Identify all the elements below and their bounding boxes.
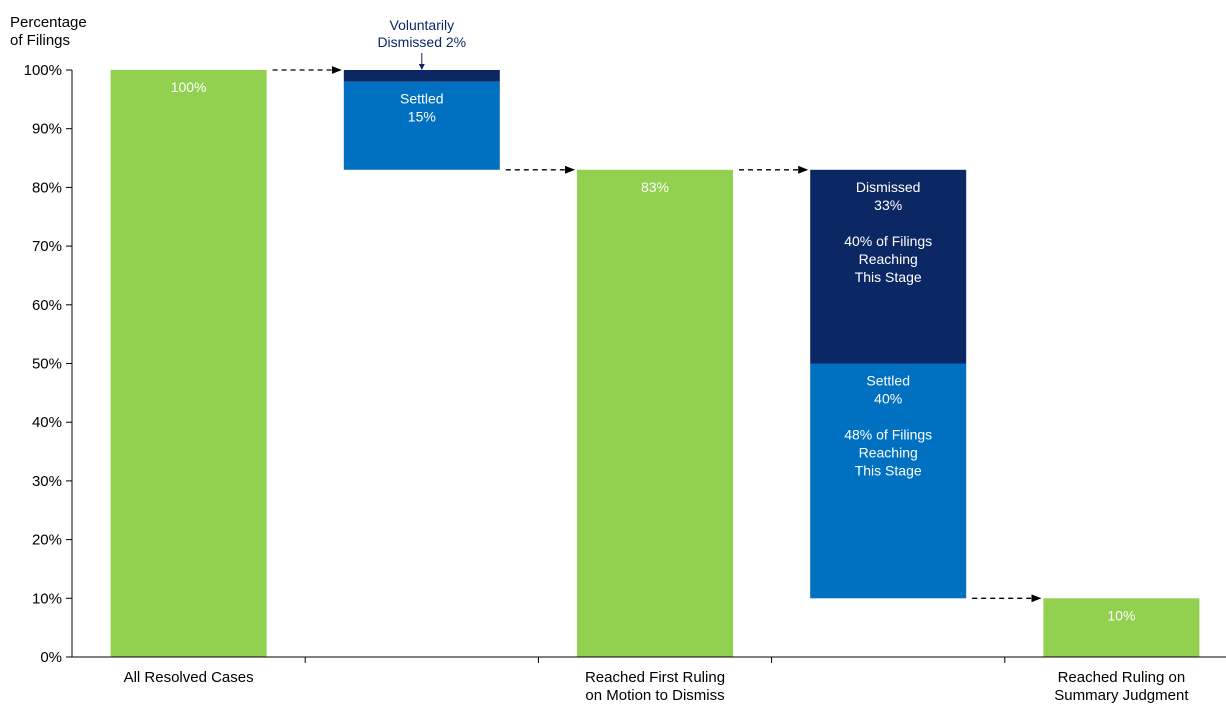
bar-data-label: 10% <box>1107 607 1135 623</box>
y-tick-label: 100% <box>24 62 62 79</box>
bar-segment <box>343 70 500 82</box>
y-tick-label: 70% <box>32 238 62 255</box>
bar-data-label: 48% of Filings <box>844 427 932 443</box>
y-tick-label: 30% <box>32 473 62 490</box>
annotation-text: Voluntarily <box>390 17 455 33</box>
annotation-text: Dismissed 2% <box>377 34 466 50</box>
y-tick-label: 20% <box>32 532 62 549</box>
y-tick-label: 60% <box>32 297 62 314</box>
connectors <box>272 66 1042 603</box>
bar-data-label: 40% <box>874 391 902 407</box>
bars: 100% Settled 15% 83% Dismissed 33% 40% of Fili… <box>110 70 1200 658</box>
bar-data-label: Dismissed <box>856 179 921 195</box>
bar-data-label: 15% <box>408 109 436 125</box>
y-tick-label: 40% <box>32 414 62 431</box>
bar-data-label: Settled <box>866 373 910 389</box>
bar-data-label: Settled <box>400 91 444 107</box>
bar-data-label: 100% <box>171 79 207 95</box>
x-category-label: on Motion to Dismiss <box>585 687 724 704</box>
y-axis: 0% 10% 20% 30% 40% 50% 60% 70% 80% 90% 100% <box>24 62 73 666</box>
bar-segment <box>810 169 967 364</box>
bar-data-label: This Stage <box>855 269 922 285</box>
x-category-label: Summary Judgment <box>1054 687 1189 704</box>
bar-segment <box>810 363 967 599</box>
bar-data-label: Reaching <box>859 251 918 267</box>
x-category-label: Reached First Ruling <box>585 669 725 686</box>
y-tick-label: 50% <box>32 356 62 373</box>
y-axis-label-line: Percentage <box>10 14 87 31</box>
y-tick-label: 10% <box>32 590 62 607</box>
bar-segment <box>1043 598 1200 657</box>
x-category-label: All Resolved Cases <box>124 669 254 686</box>
y-axis-label-line: of Filings <box>10 32 70 49</box>
bar-data-label: This Stage <box>855 463 922 479</box>
y-tick-label: 0% <box>40 649 62 666</box>
bar-segment <box>110 70 267 657</box>
bar-data-label: 83% <box>641 179 669 195</box>
bar-data-label: 33% <box>874 197 902 213</box>
x-axis: All Resolved Cases Reached First Rulingon… <box>72 656 1226 704</box>
x-category-label: Reached Ruling on <box>1058 669 1186 686</box>
bar-segment <box>343 81 500 170</box>
y-tick-label: 80% <box>32 179 62 196</box>
bar-segment <box>577 169 733 658</box>
y-tick-label: 90% <box>32 121 62 138</box>
bar-data-label: Reaching <box>859 445 918 461</box>
bar-data-label: 40% of Filings <box>844 233 932 249</box>
